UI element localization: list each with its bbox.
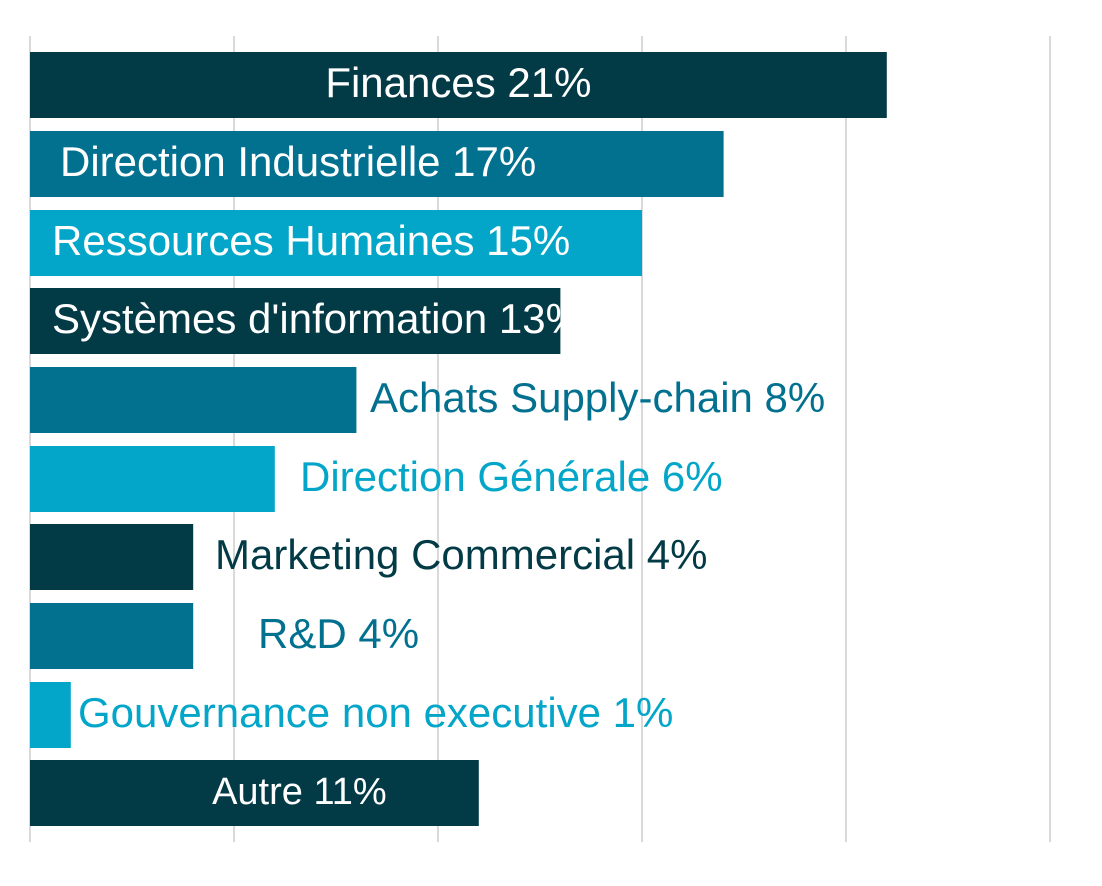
data-label: Finances 21% bbox=[325, 59, 591, 106]
data-label: Autre 11% bbox=[212, 771, 387, 813]
bar bbox=[30, 52, 887, 118]
data-labels: Finances 21% Direction Industrielle 17% Re… bbox=[52, 59, 825, 813]
bar bbox=[30, 682, 71, 748]
data-label: Direction Générale 6% bbox=[300, 453, 723, 500]
data-label: R&D 4% bbox=[258, 610, 419, 657]
data-label: Achats Supply-chain 8% bbox=[370, 374, 825, 421]
bar bbox=[30, 524, 194, 590]
bar bbox=[30, 446, 275, 512]
data-label: Direction Industrielle 17% bbox=[60, 138, 536, 185]
bars bbox=[30, 52, 887, 826]
data-label: Systèmes d'information 13% bbox=[52, 295, 583, 342]
bar bbox=[30, 131, 724, 197]
bar bbox=[30, 760, 479, 826]
data-label: Gouvernance non executive 1% bbox=[78, 689, 673, 736]
data-label: Marketing Commercial 4% bbox=[215, 531, 707, 578]
bar bbox=[30, 603, 194, 669]
data-label: Ressources Humaines 15% bbox=[52, 217, 570, 264]
bar bbox=[30, 210, 642, 276]
bar bbox=[30, 288, 561, 354]
bar bbox=[30, 367, 357, 433]
